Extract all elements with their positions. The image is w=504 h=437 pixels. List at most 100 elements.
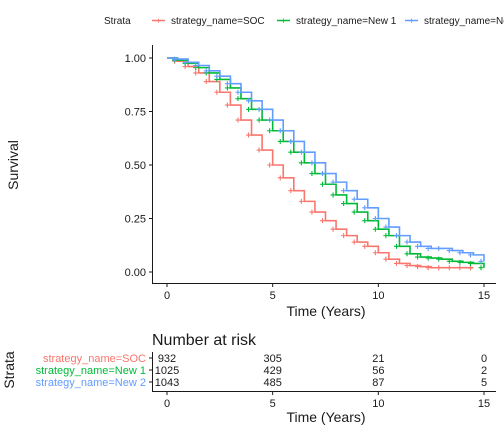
censor-mark xyxy=(320,181,325,187)
censor-mark xyxy=(383,233,389,239)
censor-mark xyxy=(267,128,273,134)
risk-count: 1025 xyxy=(155,365,179,377)
censor-mark xyxy=(467,265,473,271)
censor-mark xyxy=(267,117,273,123)
censor-mark xyxy=(320,218,325,224)
censor-mark xyxy=(235,96,241,102)
censor-mark xyxy=(383,256,389,262)
censor-mark xyxy=(467,260,473,266)
x-tick-label: 15 xyxy=(478,290,490,302)
risk-count: 87 xyxy=(372,377,384,389)
x-tick-label: 10 xyxy=(372,290,384,302)
survival-curve-2 xyxy=(167,57,485,268)
censor-mark xyxy=(320,171,325,177)
censor-mark xyxy=(256,147,262,153)
censor-mark xyxy=(224,81,230,87)
censor-mark xyxy=(288,188,294,194)
risk-table-title: Number at risk xyxy=(152,332,257,349)
censor-mark xyxy=(267,162,273,168)
y-axis-title: Survival xyxy=(5,140,21,190)
censor-mark xyxy=(362,243,368,249)
risk-count: 56 xyxy=(372,365,384,377)
censor-mark xyxy=(446,258,452,264)
risk-count: 485 xyxy=(263,377,281,389)
censor-mark xyxy=(415,243,421,249)
risk-count: 2 xyxy=(481,365,487,377)
censor-mark xyxy=(256,106,262,112)
legend: Strata + strategy_name=SOC + strategy_na… xyxy=(104,16,504,27)
legend-key-cross: + xyxy=(156,16,161,26)
censor-mark xyxy=(425,255,431,261)
censor-mark xyxy=(235,117,241,123)
risk-count: 305 xyxy=(263,353,281,365)
censor-mark xyxy=(330,226,336,232)
x-tick-label: 0 xyxy=(164,290,170,302)
risk-table-x-ticks: 0 5 10 15 xyxy=(164,391,490,410)
censor-mark xyxy=(309,160,315,166)
censor-mark xyxy=(298,149,304,155)
censor-mark xyxy=(415,254,421,260)
survival-curves xyxy=(167,56,485,271)
censor-mark xyxy=(193,62,199,68)
censor-mark xyxy=(362,205,368,211)
censor-mark xyxy=(393,233,399,239)
censor-mark xyxy=(351,209,357,215)
risk-table: Number at risk Strata strategy_name=SOC 9… xyxy=(1,332,496,425)
legend-key-cross: + xyxy=(281,16,286,26)
censor-mark xyxy=(425,245,431,251)
x-axis-title: Time (Years) xyxy=(286,303,365,319)
y-ticks: 0.00 0.25 0.50 0.75 1.00 xyxy=(125,53,153,279)
censor-mark xyxy=(393,260,399,266)
censor-mark xyxy=(436,256,442,262)
legend-item-new1: + strategy_name=New 1 xyxy=(277,16,397,27)
censor-mark xyxy=(277,128,283,134)
censor-mark xyxy=(235,89,241,95)
censor-mark xyxy=(246,132,252,138)
censor-mark xyxy=(182,59,188,65)
risk-table-rows: strategy_name=SOC 932 305 21 0 strategy_name=… xyxy=(36,353,487,389)
legend-title: Strata xyxy=(104,16,131,27)
risk-row-label: strategy_name=SOC xyxy=(43,353,146,365)
x-tick-label: 5 xyxy=(270,290,276,302)
risk-count: 21 xyxy=(372,353,384,365)
censor-mark xyxy=(341,188,347,194)
censor-mark xyxy=(478,265,484,271)
risk-x-tick-label: 5 xyxy=(270,398,276,410)
survival-curve-3 xyxy=(167,57,485,262)
risk-count: 5 xyxy=(481,377,487,389)
risk-count: 932 xyxy=(158,353,176,365)
censor-mark xyxy=(425,265,431,271)
censor-mark xyxy=(383,224,389,230)
censor-mark xyxy=(193,70,199,76)
censor-mark xyxy=(288,138,294,144)
censor-mark xyxy=(246,106,252,112)
risk-count: 429 xyxy=(263,365,281,377)
risk-table-x-axis-title: Time (Years) xyxy=(286,409,365,425)
y-tick-label: 0.25 xyxy=(125,214,146,226)
x-ticks: 0 5 10 15 xyxy=(164,283,490,302)
y-tick-label: 0.50 xyxy=(125,160,146,172)
censor-mark xyxy=(341,201,347,207)
censor-mark xyxy=(330,179,336,185)
survival-curve-1 xyxy=(167,57,474,269)
censor-mark xyxy=(288,149,294,155)
legend-label: strategy_name=New 1 xyxy=(296,16,397,27)
y-tick-label: 0.75 xyxy=(125,107,146,119)
censor-mark xyxy=(467,252,473,258)
censor-mark xyxy=(393,243,399,249)
censor-mark xyxy=(436,245,442,251)
censor-mark xyxy=(415,264,421,270)
censor-mark xyxy=(298,198,304,204)
plot-axes: 0.00 0.25 0.50 0.75 1.00 0 5 10 15 Time (Years)… xyxy=(5,45,496,319)
censor-mark xyxy=(309,209,315,215)
censor-mark xyxy=(203,79,209,85)
censor-mark xyxy=(224,85,230,91)
legend-label: strategy_name=New 2 xyxy=(424,16,504,27)
censor-mark xyxy=(478,258,484,264)
legend-key-cross: + xyxy=(409,16,414,26)
censor-mark xyxy=(436,265,442,271)
censor-mark xyxy=(457,259,463,265)
censor-mark xyxy=(214,73,220,79)
censor-mark xyxy=(246,98,252,104)
